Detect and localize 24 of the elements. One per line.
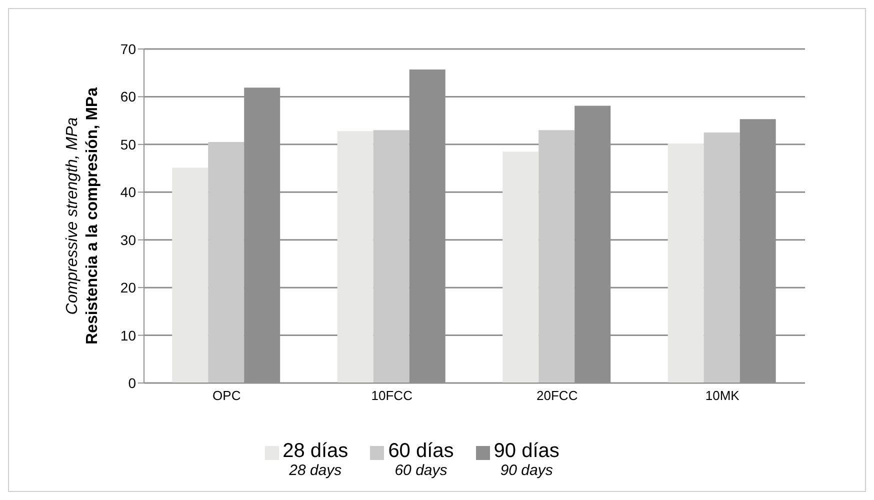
y-tick-label: 50 [120, 136, 136, 152]
bar [668, 143, 704, 383]
y-tick-label: 70 [120, 40, 136, 57]
bar [373, 130, 410, 383]
y-tick-label: 0 [128, 374, 136, 391]
x-tick-label: 10MK [705, 388, 740, 404]
bar [704, 132, 740, 383]
bar [172, 168, 208, 383]
x-tick-label: 10FCC [371, 388, 412, 404]
x-tick-label: OPC [212, 388, 241, 404]
y-axis-title: Compressive strength, MPa Resistencia a la compresión, MPa [64, 87, 101, 344]
legend-label: 90 días 90 days [494, 440, 560, 481]
y-tick-label: 10 [120, 327, 136, 344]
legend-label: 60 días 60 days [388, 440, 454, 481]
y-tick-label: 60 [120, 88, 136, 105]
x-tick-label: 20FCC [536, 388, 578, 404]
bar [538, 130, 575, 383]
y-tick-label: 40 [120, 184, 136, 200]
y-tick-label: 30 [120, 232, 136, 248]
bar [337, 131, 374, 383]
bar [502, 152, 539, 383]
bar [208, 142, 244, 383]
y-tick-label: 20 [120, 280, 136, 296]
legend-label: 28 días 28 days [282, 440, 348, 481]
